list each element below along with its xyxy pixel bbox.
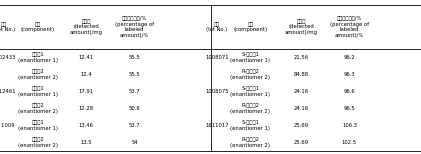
- Text: 12.28: 12.28: [79, 106, 94, 111]
- Text: 24.16: 24.16: [293, 106, 309, 111]
- Text: 1512461: 1512461: [0, 89, 16, 94]
- Text: 成分
(component): 成分 (component): [21, 22, 55, 32]
- Text: 96.3: 96.3: [344, 72, 355, 77]
- Text: 25.69: 25.69: [293, 140, 309, 145]
- Text: R-对映体2
(enantiomer 2): R-对映体2 (enantiomer 2): [230, 103, 271, 114]
- Text: 54: 54: [131, 140, 138, 145]
- Text: 53.7: 53.7: [129, 89, 141, 94]
- Text: 12.4: 12.4: [80, 72, 92, 77]
- Text: 对映体2
(enantiomer 2): 对映体2 (enantiomer 2): [18, 103, 58, 114]
- Text: S-对映体1
(enantiomer 1): S-对映体1 (enantiomer 1): [230, 120, 271, 131]
- Text: 50.6: 50.6: [129, 106, 141, 111]
- Text: 17.91: 17.91: [79, 89, 94, 94]
- Text: 96.2: 96.2: [344, 55, 355, 60]
- Text: 106.3: 106.3: [342, 123, 357, 128]
- Text: 53.7: 53.7: [129, 123, 141, 128]
- Text: 55.5: 55.5: [129, 72, 141, 77]
- Text: 对映体1
(enantiomer 1): 对映体1 (enantiomer 1): [18, 120, 58, 131]
- Text: 1611017: 1611017: [205, 123, 229, 128]
- Text: 24.16: 24.16: [293, 89, 309, 94]
- Text: 21.56: 21.56: [293, 55, 309, 60]
- Text: 1008071: 1008071: [205, 55, 229, 60]
- Text: 批次
(lot No.): 批次 (lot No.): [206, 22, 227, 32]
- Text: 13.5: 13.5: [80, 140, 92, 145]
- Text: 102.5: 102.5: [342, 140, 357, 145]
- Text: PS 1009: PS 1009: [0, 123, 15, 128]
- Text: S-对映体1
(enantiomer 1): S-对映体1 (enantiomer 1): [230, 86, 271, 97]
- Text: 12.41: 12.41: [79, 55, 94, 60]
- Text: 成分
(component): 成分 (component): [233, 22, 268, 32]
- Text: 25.69: 25.69: [293, 123, 309, 128]
- Text: 1008075: 1008075: [205, 89, 229, 94]
- Text: 55.5: 55.5: [129, 55, 141, 60]
- Text: 标示量百分率/%
(percentage of
labeled
amount)/%: 标示量百分率/% (percentage of labeled amount)/…: [115, 16, 154, 38]
- Text: 对映体1
(enantiomer 1): 对映体1 (enantiomer 1): [18, 86, 58, 97]
- Text: S-对映体1
(enantiomer 1): S-对映体1 (enantiomer 1): [230, 53, 271, 63]
- Text: 测量值
(detected
amount)/mg: 测量值 (detected amount)/mg: [285, 19, 317, 35]
- Text: 标示量百分率/%
(percentage of
labeled
amount)/%: 标示量百分率/% (percentage of labeled amount)/…: [330, 16, 369, 38]
- Text: 对映体2
(enantiomer 2): 对映体2 (enantiomer 2): [18, 137, 58, 148]
- Text: 13.46: 13.46: [79, 123, 94, 128]
- Text: 1002433: 1002433: [0, 55, 16, 60]
- Text: 测量值
(detected
amount)/mg: 测量值 (detected amount)/mg: [70, 19, 103, 35]
- Text: 对映体2
(enantiomer 2): 对映体2 (enantiomer 2): [18, 69, 58, 80]
- Text: 96.5: 96.5: [344, 106, 355, 111]
- Text: 对映体1
(enantiomer 1): 对映体1 (enantiomer 1): [18, 53, 58, 63]
- Text: 批次
(lot No.): 批次 (lot No.): [0, 22, 15, 32]
- Text: 84.88: 84.88: [293, 72, 309, 77]
- Text: R-对映体2
(enantiomer 2): R-对映体2 (enantiomer 2): [230, 137, 271, 148]
- Text: 96.6: 96.6: [344, 89, 355, 94]
- Text: R-对映体2
(enantiomer 2): R-对映体2 (enantiomer 2): [230, 69, 271, 80]
